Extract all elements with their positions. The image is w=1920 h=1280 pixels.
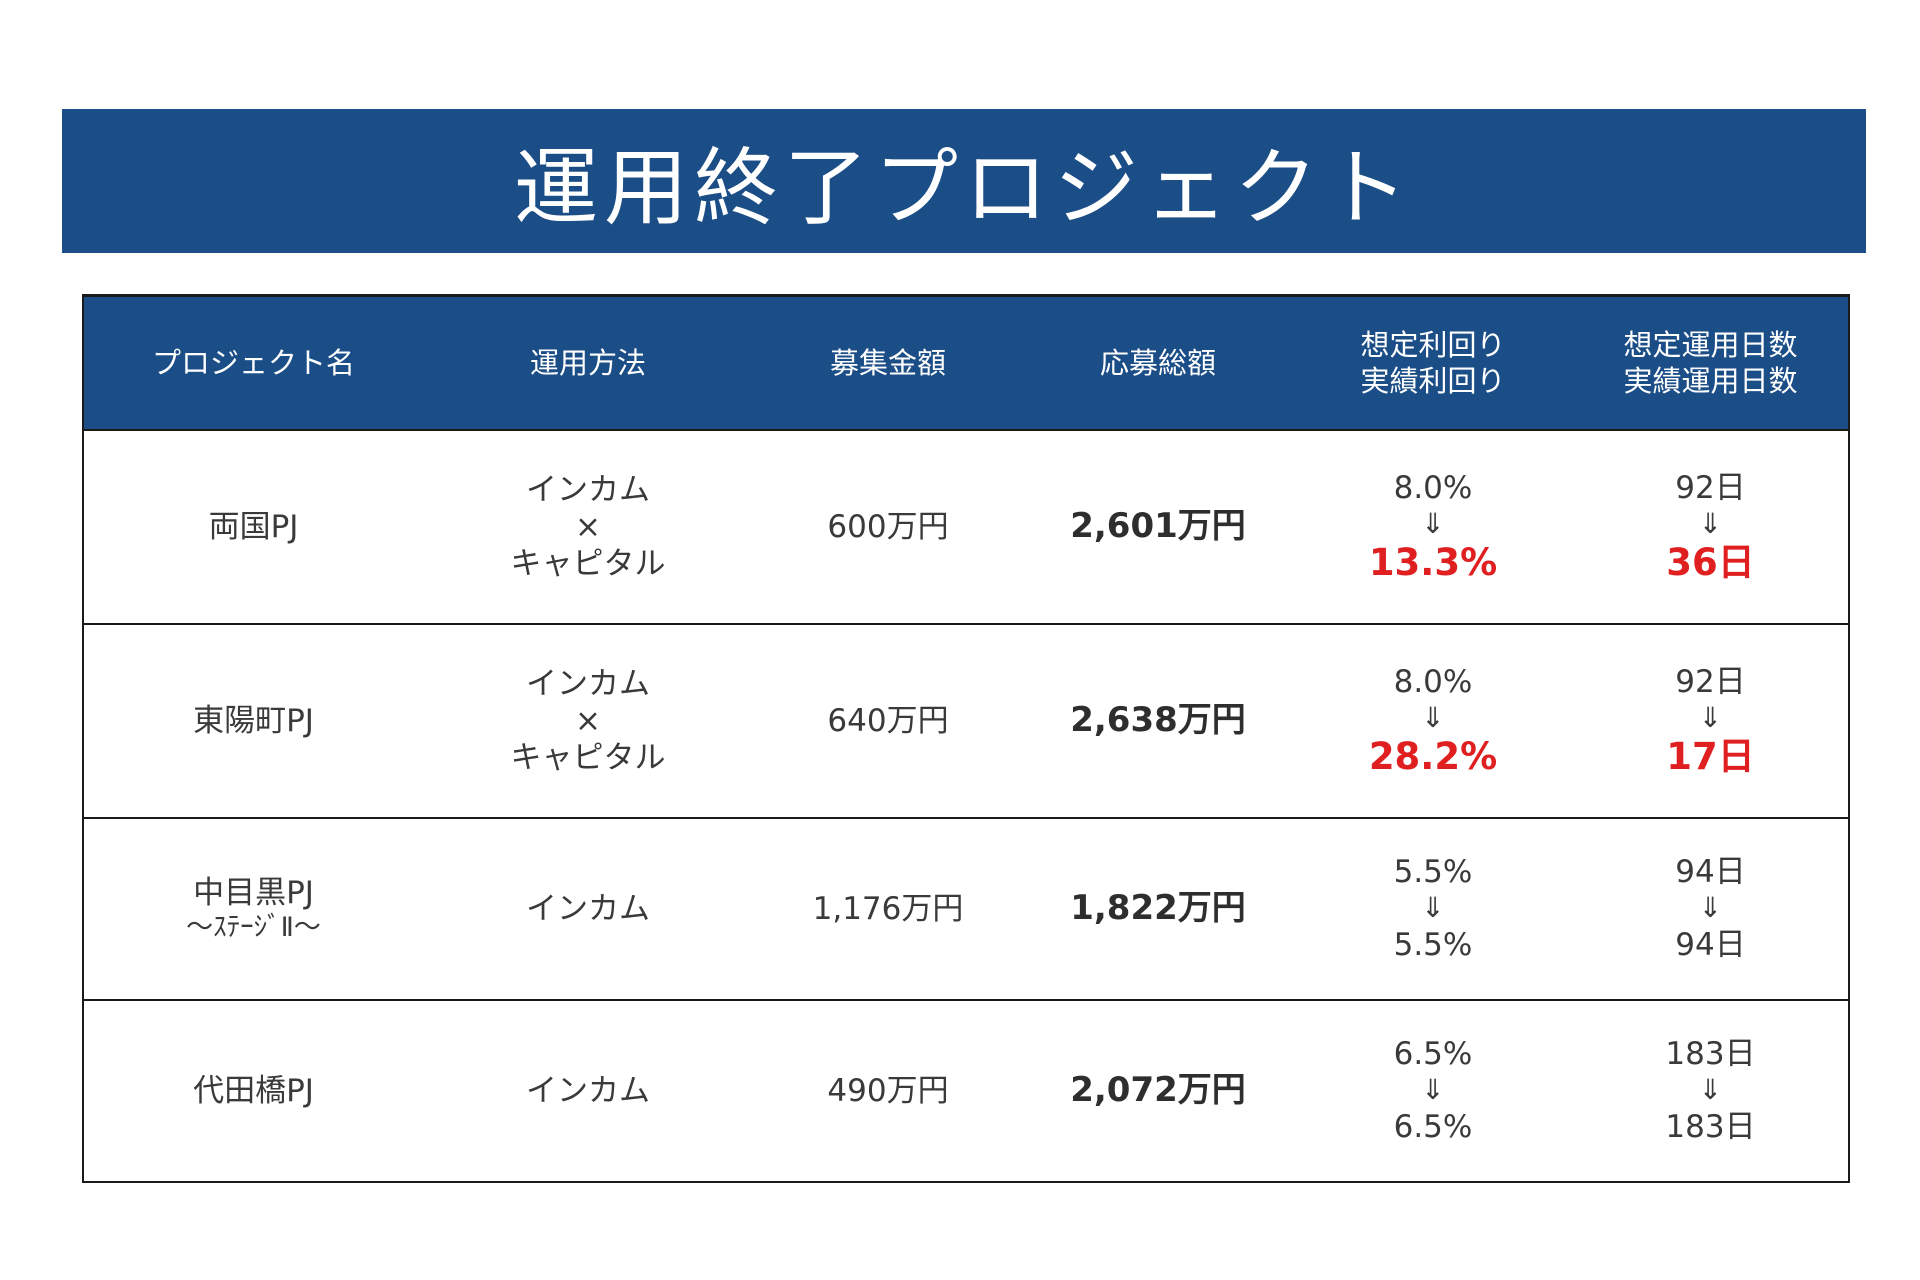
table-row: 両国PJ インカム × キャピタル 600万円 2,601万円 8.0% ⇓ 1… xyxy=(82,430,1850,625)
project-name: 代田橋PJ xyxy=(193,1072,314,1109)
yield-planned: 8.0% xyxy=(1393,470,1473,506)
page-title: 運用終了プロジェクト xyxy=(513,138,1414,237)
projects-table: プロジェクト名 運用方法 募集金額 応募総額 想定利回り 実績利回り 想定運用日… xyxy=(82,294,1850,1183)
method-line: インカム xyxy=(526,665,650,702)
header-yield-planned: 想定利回り xyxy=(1360,328,1506,362)
method-cell: インカム xyxy=(423,1000,753,1183)
yield-actual: 28.2% xyxy=(1368,735,1498,778)
down-arrow-icon: ⇓ xyxy=(1698,507,1723,540)
table-row: 東陽町PJ インカム × キャピタル 640万円 2,638万円 8.0% ⇓ … xyxy=(82,624,1850,819)
yield-cell: 5.5% ⇓ 5.5% xyxy=(1293,818,1573,1001)
header-yield: 想定利回り 実績利回り xyxy=(1293,294,1573,431)
project-name: 中目黒PJ xyxy=(193,874,314,911)
project-name-sub: ～ｽﾃｰｼﾞⅡ～ xyxy=(186,911,321,943)
table-row: 中目黒PJ ～ｽﾃｰｼﾞⅡ～ インカム 1,176万円 1,822万円 5.5%… xyxy=(82,818,1850,1001)
header-recruit-amount: 募集金額 xyxy=(753,294,1023,431)
days-actual: 36日 xyxy=(1666,541,1755,584)
yield-cell: 8.0% ⇓ 28.2% xyxy=(1293,624,1573,819)
project-name-cell: 東陽町PJ xyxy=(82,624,423,819)
method-line: インカム xyxy=(526,890,650,927)
applied-amount: 2,638万円 xyxy=(1070,700,1246,740)
yield-actual: 6.5% xyxy=(1393,1109,1473,1145)
header-yield-actual: 実績利回り xyxy=(1360,364,1506,398)
method-cell: インカム xyxy=(423,818,753,1001)
applied-amount-cell: 2,601万円 xyxy=(1023,430,1293,625)
recruit-amount-cell: 640万円 xyxy=(753,624,1023,819)
applied-amount-cell: 1,822万円 xyxy=(1023,818,1293,1001)
table-header-row: プロジェクト名 運用方法 募集金額 応募総額 想定利回り 実績利回り 想定運用日… xyxy=(82,294,1850,431)
days-actual: 17日 xyxy=(1666,735,1755,778)
yield-cell: 8.0% ⇓ 13.3% xyxy=(1293,430,1573,625)
project-name-cell: 中目黒PJ ～ｽﾃｰｼﾞⅡ～ xyxy=(82,818,423,1001)
method-line: キャピタル xyxy=(510,545,666,582)
recruit-amount-cell: 1,176万円 xyxy=(753,818,1023,1001)
days-planned: 92日 xyxy=(1675,470,1746,506)
method-line: キャピタル xyxy=(510,739,666,776)
method-line: × xyxy=(575,702,601,739)
project-name: 東陽町PJ xyxy=(193,702,314,739)
yield-actual: 13.3% xyxy=(1368,541,1498,584)
days-actual: 94日 xyxy=(1675,927,1746,963)
method-line: × xyxy=(575,508,601,545)
header-days-planned: 想定運用日数 xyxy=(1623,328,1798,362)
days-cell: 183日 ⇓ 183日 xyxy=(1573,1000,1850,1183)
yield-actual: 5.5% xyxy=(1393,927,1473,963)
yield-planned: 6.5% xyxy=(1393,1036,1473,1072)
header-project-name: プロジェクト名 xyxy=(82,294,423,431)
days-planned: 94日 xyxy=(1675,854,1746,890)
down-arrow-icon: ⇓ xyxy=(1421,701,1445,734)
project-name-cell: 両国PJ xyxy=(82,430,423,625)
days-cell: 94日 ⇓ 94日 xyxy=(1573,818,1850,1001)
down-arrow-icon: ⇓ xyxy=(1698,1073,1723,1106)
applied-amount-cell: 2,638万円 xyxy=(1023,624,1293,819)
applied-amount-cell: 2,072万円 xyxy=(1023,1000,1293,1183)
days-actual: 183日 xyxy=(1665,1109,1756,1145)
down-arrow-icon: ⇓ xyxy=(1421,891,1445,924)
title-banner: 運用終了プロジェクト xyxy=(62,109,1866,253)
method-cell: インカム × キャピタル xyxy=(423,624,753,819)
method-cell: インカム × キャピタル xyxy=(423,430,753,625)
down-arrow-icon: ⇓ xyxy=(1421,507,1445,540)
applied-amount: 2,072万円 xyxy=(1070,1070,1246,1110)
days-planned: 92日 xyxy=(1675,664,1746,700)
days-cell: 92日 ⇓ 17日 xyxy=(1573,624,1850,819)
header-days: 想定運用日数 実績運用日数 xyxy=(1573,294,1850,431)
days-cell: 92日 ⇓ 36日 xyxy=(1573,430,1850,625)
method-line: インカム xyxy=(526,471,650,508)
header-method: 運用方法 xyxy=(423,294,753,431)
yield-planned: 8.0% xyxy=(1393,664,1473,700)
down-arrow-icon: ⇓ xyxy=(1698,701,1723,734)
table-row: 代田橋PJ インカム 490万円 2,072万円 6.5% ⇓ 6.5% 183… xyxy=(82,1000,1850,1183)
project-name: 両国PJ xyxy=(208,508,299,545)
yield-cell: 6.5% ⇓ 6.5% xyxy=(1293,1000,1573,1183)
applied-amount: 1,822万円 xyxy=(1070,888,1246,928)
header-applied-amount: 応募総額 xyxy=(1023,294,1293,431)
down-arrow-icon: ⇓ xyxy=(1698,891,1723,924)
down-arrow-icon: ⇓ xyxy=(1421,1073,1445,1106)
yield-planned: 5.5% xyxy=(1393,854,1473,890)
header-days-actual: 実績運用日数 xyxy=(1623,364,1798,398)
recruit-amount-cell: 490万円 xyxy=(753,1000,1023,1183)
project-name-cell: 代田橋PJ xyxy=(82,1000,423,1183)
applied-amount: 2,601万円 xyxy=(1070,506,1246,546)
days-planned: 183日 xyxy=(1665,1036,1756,1072)
recruit-amount-cell: 600万円 xyxy=(753,430,1023,625)
method-line: インカム xyxy=(526,1072,650,1109)
